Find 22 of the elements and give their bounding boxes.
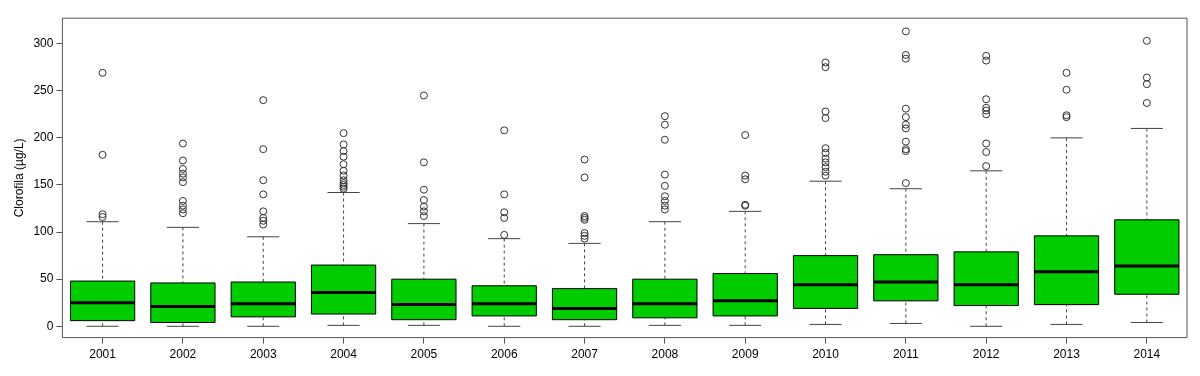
y-axis-title: Clorofila (µg/L) — [11, 138, 26, 218]
x-tick-label: 2012 — [972, 347, 1000, 362]
x-tick-label: 2003 — [249, 347, 277, 362]
x-tick-label: 2007 — [571, 347, 599, 362]
x-tick-label: 2006 — [490, 347, 518, 362]
y-tick-label: 200 — [33, 130, 54, 145]
x-tick-label: 2013 — [1053, 347, 1081, 362]
y-tick-label: 0 — [46, 318, 54, 333]
x-tick-label: 2010 — [812, 347, 840, 362]
x-tick-label: 2004 — [330, 347, 358, 362]
x-tick-label: 2001 — [89, 347, 117, 362]
y-tick-label: 50 — [40, 271, 54, 286]
x-tick-label: 2009 — [731, 347, 759, 362]
y-tick-label: 150 — [33, 177, 54, 192]
x-tick-label: 2005 — [410, 347, 438, 362]
x-tick-label: 2014 — [1133, 347, 1161, 362]
y-tick-label: 100 — [33, 224, 54, 239]
x-tick-label: 2008 — [651, 347, 679, 362]
y-tick-label: 250 — [33, 83, 54, 98]
x-tick-label: 2002 — [169, 347, 197, 362]
x-tick-label: 2011 — [892, 347, 920, 362]
y-tick-label: 300 — [33, 35, 54, 50]
